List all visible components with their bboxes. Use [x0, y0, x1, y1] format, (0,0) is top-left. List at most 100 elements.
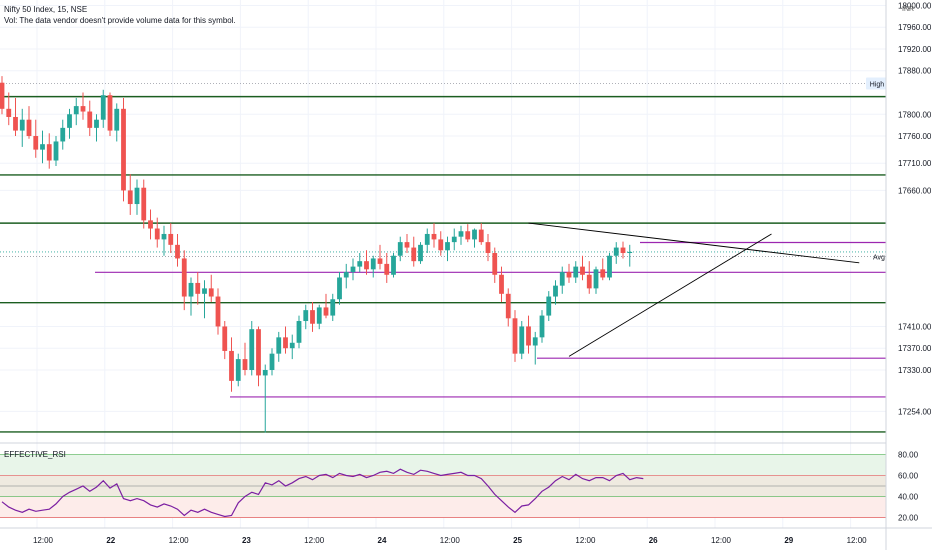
candle-body — [235, 359, 241, 381]
candle-body — [310, 310, 315, 324]
grid-lines — [0, 0, 886, 528]
rsi-title[interactable]: EFFECTIVE_RSI — [4, 450, 66, 459]
price-axis-bg — [886, 0, 932, 550]
rsi-tick-label: 20.00 — [898, 514, 919, 523]
candle-body — [134, 187, 140, 205]
candle-body — [451, 236, 457, 243]
candle-body — [202, 288, 207, 294]
high-tag — [866, 77, 888, 90]
candle-body — [580, 266, 585, 275]
candle-body — [492, 253, 498, 275]
candle-body — [26, 119, 32, 137]
candle-body — [526, 326, 531, 346]
candle-body — [40, 144, 45, 150]
candle-body — [249, 329, 255, 370]
legend-info: Nifty 50 Index, 15, NSE Vol: The data ve… — [4, 4, 236, 26]
candle-body — [188, 282, 194, 297]
candle-body — [586, 274, 592, 289]
candle-body — [573, 266, 579, 278]
candles — [0, 76, 633, 433]
candle-body — [539, 315, 545, 338]
candle-body — [607, 255, 612, 278]
time-tick-label: 12:00 — [575, 536, 596, 545]
candle-body — [512, 318, 518, 354]
candle-body — [181, 258, 187, 297]
candle-body — [600, 269, 606, 278]
price-axis[interactable]: 18000.00 17960.00 17920.00 17880.00 17800.00… — [885, 0, 932, 550]
price-tick-label: 17254.00 — [898, 407, 932, 416]
time-tick-label: 29 — [784, 536, 793, 545]
candle-body — [472, 229, 477, 240]
price-tick-label: 18000.00 — [898, 1, 932, 10]
time-tick-label: 25 — [513, 536, 522, 545]
candle-body — [343, 272, 349, 278]
candle-body — [222, 326, 228, 351]
high-label: High — [870, 82, 885, 89]
time-tick-label: 12:00 — [169, 536, 190, 545]
candle-body — [6, 108, 12, 117]
trend-lines[interactable] — [0, 222, 886, 444]
candle-body — [242, 359, 248, 370]
candle-body — [330, 299, 336, 316]
candle-body — [276, 337, 282, 354]
candle-body — [613, 247, 619, 256]
candle-body — [418, 244, 423, 262]
time-axis[interactable]: 12:00 22 12:00 23 12:00 24 12:00 25 12:00 26 12:00… — [0, 527, 932, 545]
volume-note: Vol: The data vendor doesn't provide vol… — [4, 16, 236, 25]
avg-label: Avg — [873, 255, 885, 262]
price-tick-label: 17760.00 — [898, 132, 932, 141]
candle-body — [80, 106, 86, 112]
candle-body — [384, 263, 390, 275]
candle-body — [296, 321, 302, 343]
price-tick-label: 17880.00 — [898, 67, 932, 76]
price-tick-label: 17710.00 — [898, 159, 932, 168]
candle-body — [127, 190, 133, 205]
candle-body — [553, 285, 558, 297]
price-tick-label: 17660.00 — [898, 186, 932, 195]
candle-body — [262, 369, 268, 376]
horizontal-levels[interactable]: 17832.4017688.5017599.9017453.7517216.10… — [0, 77, 930, 438]
rsi-panel — [0, 454, 886, 518]
candle-body — [593, 269, 599, 289]
candle-body — [485, 242, 491, 254]
candle-body — [411, 247, 417, 262]
candle-body — [478, 229, 484, 243]
candle-body — [269, 353, 275, 370]
candle-body — [370, 258, 376, 270]
candle-body — [195, 282, 201, 294]
time-tick-label: 12:00 — [33, 536, 54, 545]
candle-body — [114, 108, 120, 131]
candle-body — [303, 310, 309, 322]
candle-body — [33, 136, 39, 150]
rsi-tick-label: 80.00 — [898, 450, 919, 459]
time-tick-label: 26 — [649, 536, 658, 545]
time-tick-label: 12:00 — [304, 536, 325, 545]
time-tick-label: 23 — [242, 536, 251, 545]
candle-body — [323, 307, 329, 316]
candle-body — [424, 233, 430, 245]
candle-body — [73, 106, 79, 115]
time-tick-label: 22 — [106, 536, 115, 545]
price-tick-label: 17800.00 — [898, 110, 932, 119]
rsi-overbought-band — [0, 454, 886, 476]
candle-body — [67, 114, 72, 128]
candle-body — [465, 231, 471, 240]
candle-body — [438, 239, 444, 251]
candle-body — [519, 326, 525, 354]
rsi-tick-label: 60.00 — [898, 471, 919, 480]
candle-body — [168, 233, 174, 245]
price-tick-label: 17920.00 — [898, 45, 932, 54]
symbol-title[interactable]: Nifty 50 Index, 15, NSE — [4, 5, 88, 14]
candle-body — [60, 127, 66, 142]
candle-body — [175, 244, 180, 259]
candle-body — [229, 350, 234, 381]
candle-body — [13, 116, 18, 131]
candle-body — [458, 231, 464, 237]
price-tick-label: 17330.00 — [898, 366, 932, 375]
candle-body — [397, 242, 403, 256]
candle-body — [46, 144, 52, 161]
price-tick-label: 17960.00 — [898, 23, 932, 32]
candle-body — [499, 274, 504, 294]
